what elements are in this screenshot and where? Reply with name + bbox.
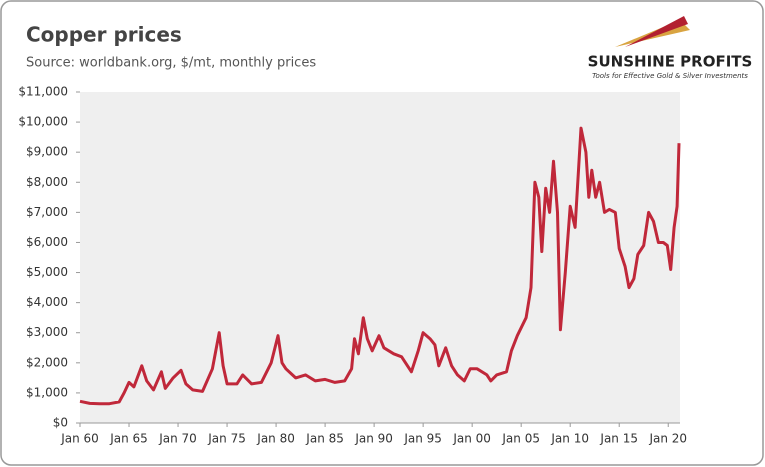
y-tick-label: $11,000 (18, 85, 68, 99)
y-tick-label: $0 (53, 416, 68, 430)
x-tick-label: Jan 15 (599, 432, 638, 446)
logo: SUNSHINE PROFITS Tools for Effective Gol… (588, 16, 753, 80)
x-tick-label: Jan 85 (305, 432, 344, 446)
y-tick-label: $3,000 (26, 325, 68, 339)
chart-title: Copper prices (26, 23, 182, 47)
chart-subtitle: Source: worldbank.org, $/mt, monthly pri… (26, 56, 316, 71)
x-tick-label: Jan 80 (256, 432, 295, 446)
logo-graphic (625, 16, 688, 47)
x-tick-label: Jan 00 (452, 432, 491, 446)
x-tick-label: Jan 70 (158, 432, 197, 446)
x-tick-label: Jan 95 (403, 432, 442, 446)
x-tick-label: Jan 05 (501, 432, 540, 446)
y-tick-label: $7,000 (26, 205, 68, 219)
x-tick-label: Jan 20 (648, 432, 687, 446)
y-tick-label: $5,000 (26, 265, 68, 279)
y-tick-label: $6,000 (26, 235, 68, 249)
logo-tagline: Tools for Effective Gold & Silver Invest… (592, 72, 748, 80)
x-tick-label: Jan 65 (109, 432, 148, 446)
x-tick-label: Jan 60 (60, 432, 99, 446)
x-tick-label: Jan 75 (207, 432, 246, 446)
plot-area (80, 92, 680, 423)
x-tick-label: Jan 10 (550, 432, 589, 446)
y-tick-label: $4,000 (26, 295, 68, 309)
y-tick-label: $8,000 (26, 175, 68, 189)
y-tick-label: $10,000 (18, 115, 68, 129)
price-line (79, 126, 681, 406)
y-tick-label: $9,000 (26, 145, 68, 159)
x-tick-label: Jan 90 (354, 432, 393, 446)
logo-name: SUNSHINE PROFITS (588, 53, 753, 71)
y-tick-label: $2,000 (26, 355, 68, 369)
y-tick-label: $1,000 (26, 385, 68, 399)
